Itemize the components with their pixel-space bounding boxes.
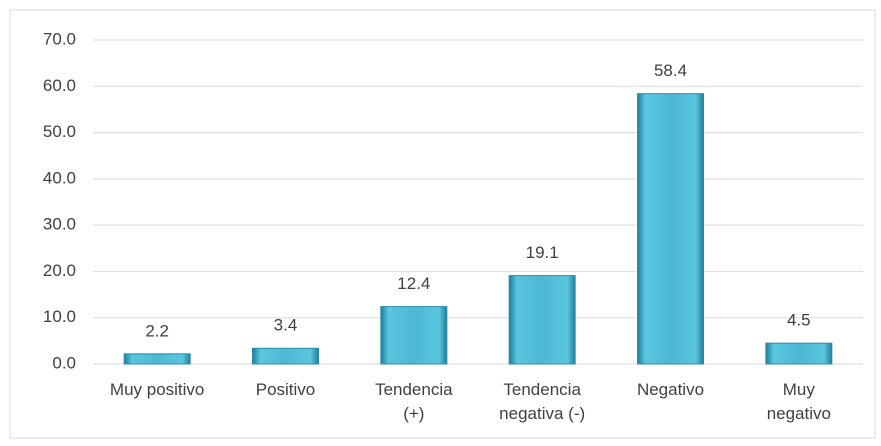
data-label: 2.2: [145, 321, 169, 340]
data-label: 58.4: [654, 61, 687, 80]
y-tick-label: 40.0: [43, 168, 76, 187]
y-tick-label: 50.0: [43, 122, 76, 141]
x-tick-label: Tendencia (+): [375, 380, 453, 423]
x-tick-label: Muy negativo: [766, 380, 831, 423]
y-tick-label: 70.0: [43, 29, 76, 48]
bar: [637, 93, 704, 365]
y-tick-label: 0.0: [52, 353, 76, 372]
y-tick-label: 10.0: [43, 307, 76, 326]
x-tick-label: Positivo: [255, 380, 316, 399]
data-label: 12.4: [397, 274, 430, 293]
bar: [508, 275, 576, 365]
bar: [380, 306, 448, 365]
x-tick-label: Muy positivo: [109, 380, 205, 399]
bar: [123, 353, 191, 365]
x-tick-label: Negativo: [636, 380, 705, 399]
y-tick-label: 60.0: [43, 76, 76, 95]
chart-border: [9, 9, 876, 439]
y-tick-label: 20.0: [43, 261, 76, 280]
data-label: 4.5: [787, 311, 811, 330]
bar: [252, 347, 319, 365]
data-label: 19.1: [526, 243, 559, 262]
data-label: 3.4: [274, 316, 298, 335]
bar: [765, 342, 833, 365]
y-tick-label: 30.0: [43, 215, 76, 234]
x-tick-label: Tendencia negativa (-): [499, 380, 586, 423]
